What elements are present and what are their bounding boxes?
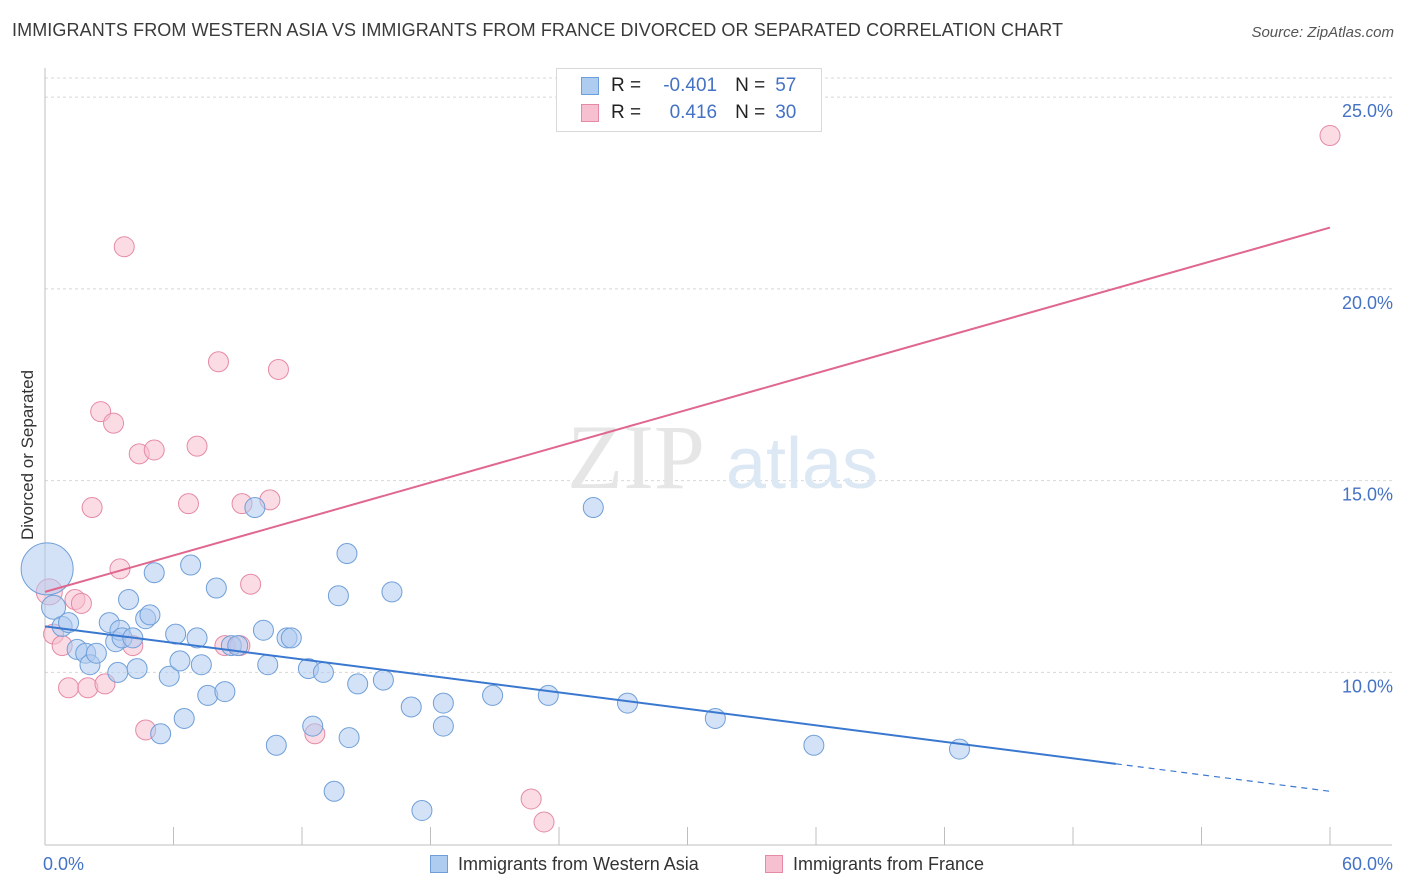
point-western-asia-7	[85, 642, 107, 664]
point-western-asia-26	[190, 654, 212, 676]
point-western-asia-25	[186, 627, 208, 649]
point-france-12	[113, 236, 135, 258]
bottom-legend-western-asia: Immigrants from Western Asia	[430, 852, 699, 876]
point-france-18	[186, 435, 208, 457]
point-western-asia-21	[165, 623, 187, 645]
x-tick-label-0: 0.0%	[43, 854, 84, 874]
bottom-legend-france: Immigrants from France	[765, 852, 984, 876]
point-western-asia-42	[327, 585, 349, 607]
legend-n-value: 30	[775, 102, 797, 123]
watermark-zip: ZIP	[567, 406, 705, 508]
y-tick-labels: 10.0% 15.0% 20.0% 25.0%	[1342, 101, 1393, 696]
x-tick-label-1: 60.0%	[1342, 854, 1393, 874]
trend-lines	[44, 226, 1331, 792]
point-western-asia-10	[107, 661, 129, 683]
point-france-5	[70, 592, 92, 614]
point-western-asia-13	[118, 589, 140, 611]
point-western-asia-20	[158, 665, 180, 687]
point-western-asia-57	[803, 734, 825, 756]
point-western-asia-18	[143, 562, 165, 584]
point-western-asia-48	[400, 696, 422, 718]
point-western-asia-3	[58, 612, 80, 634]
point-france-30	[1319, 125, 1341, 147]
point-western-asia-40	[312, 661, 334, 683]
point-western-asia-44	[338, 727, 360, 749]
bottom-legend-swatch-france	[765, 855, 783, 873]
point-western-asia-29	[214, 681, 236, 703]
point-western-asia-41	[323, 780, 345, 802]
point-western-asia-43	[336, 543, 358, 565]
x-tick-labels: 0.0% 60.0%	[43, 854, 1393, 874]
point-western-asia-28	[205, 577, 227, 599]
point-western-asia-49	[411, 799, 433, 821]
point-western-asia-47	[381, 581, 403, 603]
y-tick-label-1: 15.0%	[1342, 485, 1393, 505]
point-western-asia-45	[347, 673, 369, 695]
point-france-3	[58, 677, 80, 699]
series-western-asia	[20, 497, 970, 821]
point-western-asia-39	[302, 715, 324, 737]
point-western-asia-55	[617, 692, 639, 714]
legend-row-france: R = 0.416 N = 30	[581, 100, 796, 126]
point-western-asia-51	[432, 692, 454, 714]
point-france-25	[267, 358, 289, 380]
watermark: ZIP atlas	[567, 406, 878, 508]
point-france-23	[240, 573, 262, 595]
correlation-legend: R = -0.401 N = 57 R = 0.416 N = 30	[556, 68, 822, 132]
bottom-legend-label: Immigrants from France	[793, 853, 985, 874]
legend-n-label: N =	[735, 75, 766, 96]
point-western-asia-46	[372, 669, 394, 691]
point-western-asia-54	[582, 497, 604, 519]
point-western-asia-32	[244, 497, 266, 519]
trend-line-france	[44, 226, 1331, 593]
watermark-atlas: atlas	[726, 424, 878, 504]
point-france-28	[533, 811, 555, 833]
point-western-asia-1	[41, 594, 67, 620]
legend-swatch-france	[581, 104, 599, 122]
point-western-asia-19	[150, 723, 172, 745]
point-western-asia-53	[537, 684, 559, 706]
point-western-asia-15	[126, 658, 148, 680]
point-western-asia-24	[180, 554, 202, 576]
legend-n-label: N =	[735, 102, 766, 123]
point-france-7	[81, 497, 103, 519]
point-western-asia-27	[197, 684, 219, 706]
point-western-asia-0	[20, 542, 74, 596]
point-western-asia-23	[173, 707, 195, 729]
point-france-17	[177, 493, 199, 515]
point-france-6	[77, 677, 99, 699]
y-axis-title: Divorced or Separated	[18, 370, 37, 540]
legend-n-value: 57	[775, 75, 797, 96]
y-tick-label-0: 10.0%	[1342, 676, 1393, 696]
point-western-asia-34	[257, 654, 279, 676]
trend-line-extension-western-asia	[1115, 763, 1331, 792]
point-western-asia-50	[432, 715, 454, 737]
point-western-asia-22	[169, 650, 191, 672]
bottom-legend-label: Immigrants from Western Asia	[458, 853, 699, 874]
point-france-19	[207, 351, 229, 373]
legend-r-label: R =	[611, 75, 642, 96]
legend-r-label: R =	[611, 102, 642, 123]
point-western-asia-37	[280, 627, 302, 649]
source-label: Source: ZipAtlas.com	[1251, 24, 1394, 41]
y-tick-label-2: 20.0%	[1342, 293, 1393, 313]
point-western-asia-17	[139, 604, 161, 626]
legend-r-value: 0.416	[669, 102, 718, 123]
point-western-asia-52	[482, 684, 504, 706]
bottom-legend-swatch-western-asia	[430, 855, 448, 873]
legend-row-western-asia: R = -0.401 N = 57	[581, 73, 796, 99]
point-western-asia-33	[252, 619, 274, 641]
chart-title: IMMIGRANTS FROM WESTERN ASIA VS IMMIGRAN…	[12, 20, 1064, 40]
legend-r-value: -0.401	[663, 75, 718, 96]
legend-swatch-western-asia	[581, 77, 599, 95]
trend-line-western-asia	[44, 625, 1116, 765]
point-western-asia-35	[265, 734, 287, 756]
point-france-16	[143, 439, 165, 461]
point-france-27	[520, 788, 542, 810]
point-france-11	[109, 558, 131, 580]
axes	[44, 68, 1392, 846]
point-france-10	[103, 412, 125, 434]
y-tick-label-3: 25.0%	[1342, 101, 1393, 121]
